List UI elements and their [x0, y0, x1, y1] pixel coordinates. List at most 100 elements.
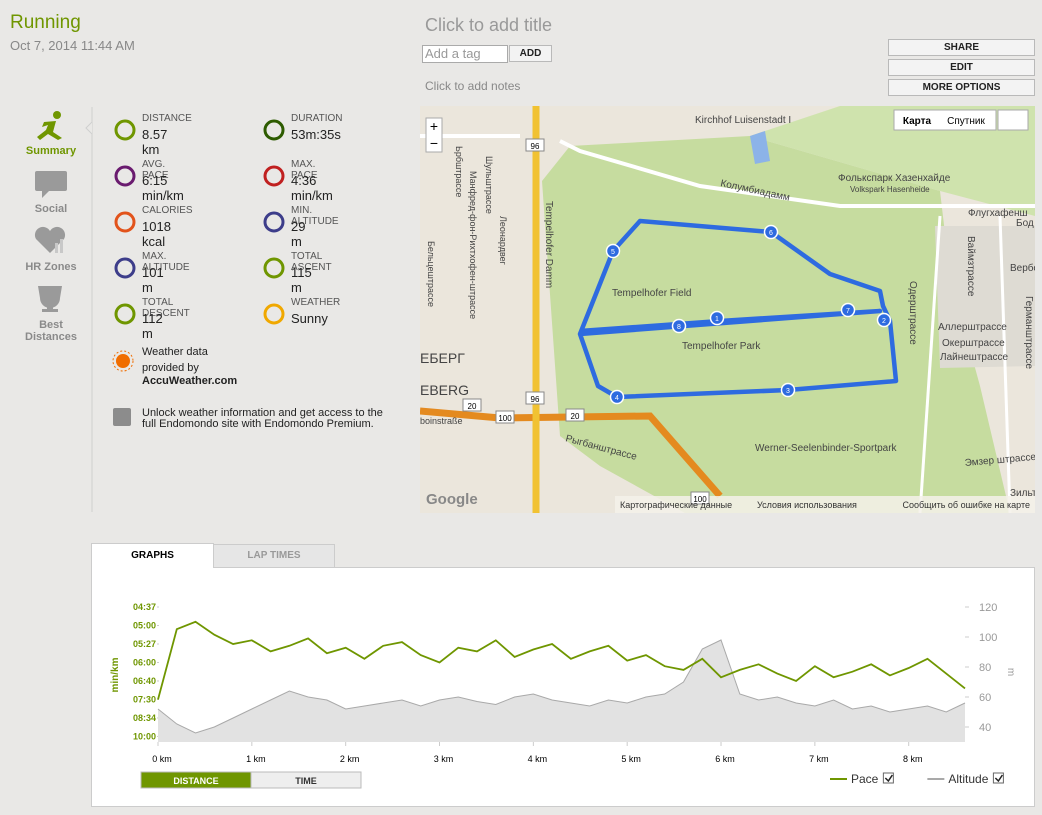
map-label: Шульштрассе	[484, 156, 494, 214]
route-marker	[763, 224, 779, 240]
graphs-tab[interactable]: GRAPHS	[91, 543, 214, 568]
stat-value: 8.57 km	[142, 127, 168, 157]
stat-label: MIN. ALTITUDE	[291, 205, 339, 227]
park-area	[542, 136, 1010, 513]
social-icon	[35, 171, 67, 198]
road-shield	[525, 391, 545, 405]
x-mode-button[interactable]	[250, 771, 362, 789]
x-tick-label: 7 km	[809, 754, 829, 764]
stat-icon	[114, 303, 136, 325]
hr-zones-tab[interactable]: HR Zones	[25, 261, 77, 273]
road-shield	[462, 398, 482, 412]
weather-source[interactable]: AccuWeather.com	[142, 375, 238, 387]
map-attribution: Условия использования	[757, 500, 857, 510]
map-type: Спутник	[947, 116, 985, 127]
route-marker	[609, 389, 625, 405]
stat-icon-shape	[114, 211, 136, 233]
x-tick-label: 2 km	[340, 754, 360, 764]
more-options-button[interactable]: MORE OPTIONS	[888, 79, 1035, 96]
map-label: Tempelhofer Park	[682, 341, 761, 352]
stat-value: 1018 kcal	[142, 219, 171, 249]
map-label: Манфред-фон-Рихтхофен-штрассе	[468, 171, 478, 319]
y2-tick-label: 120	[979, 602, 997, 614]
y-tick-label: 06:00	[133, 657, 156, 667]
stat-value: 29 m	[291, 219, 306, 249]
social-tab[interactable]: Social	[34, 203, 68, 215]
street	[559, 139, 1035, 208]
stat-icon	[263, 165, 285, 187]
stat-label: MAX. ALTITUDE	[142, 251, 190, 273]
legend-checkbox[interactable]	[992, 772, 1004, 784]
y-tick-label: 10:00	[133, 731, 156, 741]
map-attribution: Картографические данные	[620, 500, 732, 510]
lap-times-tab[interactable]: LAP TIMES	[213, 544, 335, 568]
route-marker-label: 7	[846, 308, 850, 315]
map-label: Werner-Seelenbinder-Sportpark	[755, 443, 898, 454]
stat-label: DISTANCE	[142, 113, 192, 124]
stat-icon	[263, 303, 285, 325]
stat-value: 4:36 min/km	[291, 173, 333, 203]
y2-tick-label: 40	[979, 722, 991, 734]
stat-icon-shape	[114, 165, 136, 187]
share-button[interactable]: SHARE	[888, 39, 1035, 56]
summary-tab[interactable]: Summary	[25, 145, 77, 157]
route-marker	[605, 243, 621, 259]
map-label: Аллерштрассе	[938, 322, 1007, 333]
y-axis-title: min/km	[110, 657, 121, 692]
stat-icon	[114, 211, 136, 233]
stat-icon-shape	[263, 303, 285, 325]
edit-button[interactable]: EDIT	[888, 59, 1035, 76]
road-shield	[495, 410, 515, 424]
street	[918, 215, 942, 513]
x-tick-label: 5 km	[621, 754, 641, 764]
street	[998, 215, 1012, 513]
route-marker-label: 2	[882, 318, 886, 325]
map-type-control	[893, 109, 997, 131]
map-label: Фолькспарк Хазенхайде	[838, 173, 951, 184]
map-label: Ьрбштрассе	[454, 146, 464, 197]
x-tick-label: 6 km	[715, 754, 735, 764]
route-marker-label: 1	[715, 316, 719, 323]
road-shield	[690, 491, 710, 505]
notes-placeholder[interactable]: Click to add notes	[425, 79, 521, 93]
series-line	[157, 639, 966, 734]
stat-label: WEATHER	[291, 297, 341, 308]
y2-axis-title: m	[1005, 668, 1016, 676]
road-shield	[525, 138, 545, 152]
y-tick-label: 07:30	[133, 694, 156, 704]
road-number: 96	[531, 142, 540, 151]
road-number: 100	[498, 414, 512, 423]
best-distances-icon	[38, 286, 62, 312]
route-marker	[876, 312, 892, 328]
x-tick-label: 4 km	[528, 754, 548, 764]
y-tick-label: 05:27	[133, 639, 156, 649]
activity-type[interactable]: Running	[10, 12, 81, 33]
x-tick-label: 8 km	[903, 754, 923, 764]
legend-check	[884, 774, 893, 783]
route-marker-label: 4	[615, 395, 619, 402]
map-label: Tempelhofer Damm	[543, 201, 554, 288]
map-label: Зильт	[1010, 488, 1035, 499]
y2-tick-label: 80	[979, 662, 991, 674]
tag-input[interactable]: Add a tag	[422, 45, 508, 63]
map-label: Одерштрассе	[907, 281, 918, 345]
route-marker-label: 3	[786, 388, 790, 395]
map-label: bоinstraße	[420, 416, 463, 426]
map-label: Флугхафенш	[968, 207, 1028, 219]
stat-icon	[114, 257, 136, 279]
premium-note[interactable]: Unlock weather information and get acces…	[142, 407, 383, 430]
road-shield	[565, 408, 585, 422]
title-placeholder[interactable]: Click to add title	[425, 15, 553, 35]
stat-icon-shape	[114, 119, 136, 141]
road-number: 96	[531, 395, 540, 404]
map-label: Volkspark Hasenheide	[850, 185, 930, 194]
fullscreen-control[interactable]	[997, 109, 1029, 131]
attribution-bar	[615, 496, 1035, 513]
x-tick-label: 3 km	[434, 754, 454, 764]
best-distances-tab[interactable]: Best Distances	[25, 319, 77, 343]
map-label: Tempelhofer Field	[612, 288, 691, 299]
add-tag-button[interactable]: ADD	[509, 45, 552, 62]
legend-checkbox[interactable]	[882, 772, 894, 784]
